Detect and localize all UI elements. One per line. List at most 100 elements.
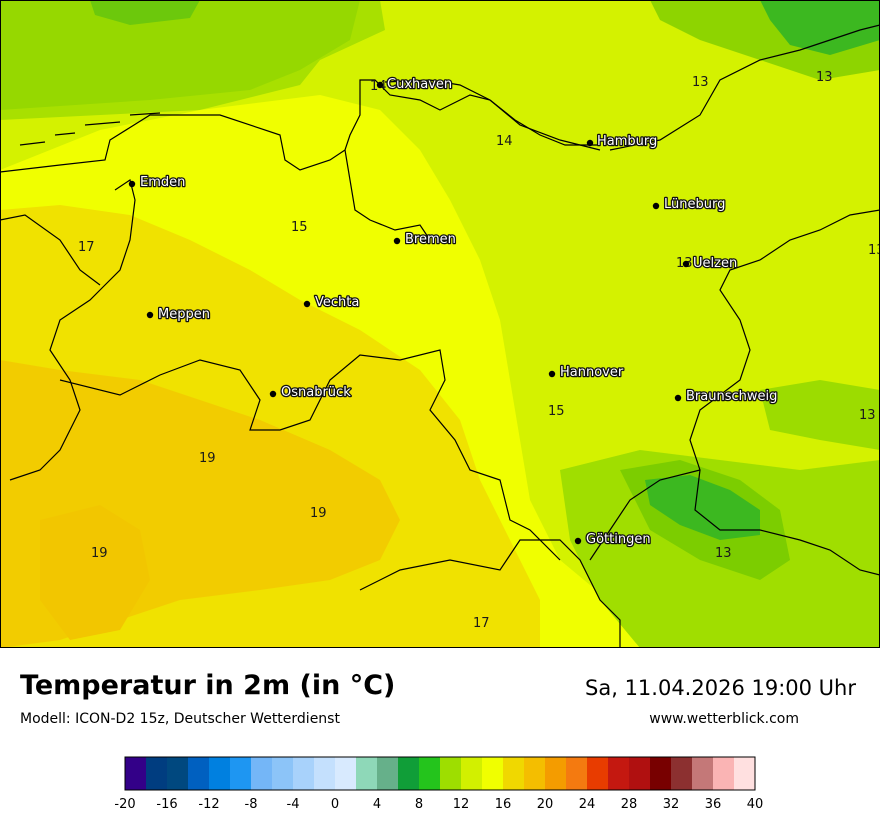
legend-color-box <box>167 757 189 790</box>
isotherm-label: 14 <box>496 134 513 149</box>
legend-color-box <box>482 757 504 790</box>
city-dot <box>303 300 311 308</box>
elbe-river <box>384 79 600 146</box>
legend-color-box <box>419 757 441 790</box>
isotherm-label: 13 <box>868 243 880 258</box>
legend-color-box <box>188 757 210 790</box>
city-vechta: Vechta <box>303 294 361 311</box>
city-uelzen: Uelzen <box>682 255 738 272</box>
city-label: Uelzen <box>693 256 737 271</box>
isotherm-label: 17 <box>78 240 95 255</box>
legend-tick-label: -16 <box>156 797 177 812</box>
isotherm-label: 19 <box>199 451 216 466</box>
legend-color-box <box>587 757 609 790</box>
chart-title: Temperatur in 2m (in °C) <box>20 670 396 701</box>
zone-east-patch <box>760 380 880 450</box>
city-dot <box>128 180 136 188</box>
city-dot <box>682 260 690 268</box>
city-dot <box>548 370 556 378</box>
city-label: Hamburg <box>597 134 657 149</box>
city-label: Lüneburg <box>664 197 725 212</box>
legend-color-box <box>440 757 462 790</box>
legend-color-box <box>209 757 231 790</box>
isotherm-label: 17 <box>473 616 490 631</box>
city-label: Vechta <box>315 295 359 310</box>
city-dot <box>652 202 660 210</box>
legend-color-box <box>335 757 357 790</box>
city-meppen: Meppen <box>146 306 211 323</box>
legend-tick-label: 24 <box>579 797 596 812</box>
city-goettingen: Göttingen <box>574 531 652 548</box>
legend-color-box <box>692 757 714 790</box>
city-label: Meppen <box>158 307 210 322</box>
islands <box>19 112 161 146</box>
legend-tick-label: 36 <box>705 797 722 812</box>
city-label: Cuxhaven <box>387 77 452 92</box>
nrw-border <box>59 349 561 561</box>
weser-river <box>344 149 431 241</box>
coastline <box>0 79 601 173</box>
isotherm-label: 13 <box>692 75 709 90</box>
zone-19-south-patch <box>40 505 150 640</box>
legend-color-box <box>272 757 294 790</box>
city-label: Göttingen <box>586 532 651 547</box>
legend-tick-label: 28 <box>621 797 638 812</box>
isotherm-label: 19 <box>310 506 327 521</box>
legend-color-box <box>671 757 693 790</box>
city-hamburg: Hamburg <box>586 133 659 150</box>
temperature-map: 14 13 13 14 15 17 13 13 15 13 19 19 19 1… <box>0 0 880 648</box>
city-osnabrueck: Osnabrück <box>269 384 352 401</box>
city-emden: Emden <box>128 174 187 191</box>
legend-color-box <box>356 757 378 790</box>
legend-color-box <box>566 757 588 790</box>
legend-color-box <box>650 757 672 790</box>
legend-color-box <box>125 757 147 790</box>
lower-saxony-interior <box>589 469 701 561</box>
legend-color-box <box>230 757 252 790</box>
legend-tick-label: 4 <box>373 797 381 812</box>
legend-frame <box>124 756 756 791</box>
isotherm-label: 13 <box>859 408 876 423</box>
city-dot <box>269 390 277 398</box>
isotherm-label: 15 <box>291 220 308 235</box>
isotherm-label: 13 <box>715 546 732 561</box>
legend-color-box <box>293 757 315 790</box>
legend-color-boxes <box>125 757 756 790</box>
legend-color-box <box>545 757 567 790</box>
color-legend: -20 -16 -12 -8 -4 0 4 8 12 16 20 24 28 32 36 40 <box>114 756 763 812</box>
northeast-darkgreen <box>760 0 880 55</box>
legend-color-box <box>629 757 651 790</box>
legend-color-box <box>734 757 756 790</box>
legend-tick-label: 40 <box>747 797 764 812</box>
isotherm-label: 13 <box>816 70 833 85</box>
legend-tick-label: 12 <box>453 797 470 812</box>
city-dot <box>574 537 582 545</box>
city-hannover: Hannover <box>548 364 625 381</box>
nl-border <box>0 214 101 286</box>
north-sea-green <box>0 0 360 110</box>
city-label: Osnabrück <box>281 385 351 400</box>
legend-color-box <box>608 757 630 790</box>
legend-color-box <box>713 757 735 790</box>
legend-color-box <box>314 757 336 790</box>
zone-10-darkgreen <box>645 475 760 540</box>
legend-color-box <box>524 757 546 790</box>
legend-tick-label: 32 <box>663 797 680 812</box>
city-bremen: Bremen <box>393 231 457 248</box>
legend-color-box <box>377 757 399 790</box>
legend-tick-label: 8 <box>415 797 423 812</box>
city-dot <box>674 394 682 402</box>
cities: Cuxhaven Hamburg Emden Lüneburg Bremen U… <box>128 76 779 548</box>
legend-tick-labels: -20 -16 -12 -8 -4 0 4 8 12 16 20 24 28 32 36 40 <box>114 797 763 812</box>
city-dot <box>376 81 384 89</box>
legend-tick-label: -20 <box>114 797 135 812</box>
website-link[interactable]: www.wetterblick.com <box>649 711 799 727</box>
legend-color-box <box>461 757 483 790</box>
city-label: Emden <box>140 175 185 190</box>
legend-color-box <box>503 757 525 790</box>
forecast-datetime: Sa, 11.04.2026 19:00 Uhr <box>585 676 856 700</box>
isotherm-label: 19 <box>91 546 108 561</box>
borders <box>0 24 880 648</box>
city-dot <box>146 311 154 319</box>
legend-tick-label: 16 <box>495 797 512 812</box>
